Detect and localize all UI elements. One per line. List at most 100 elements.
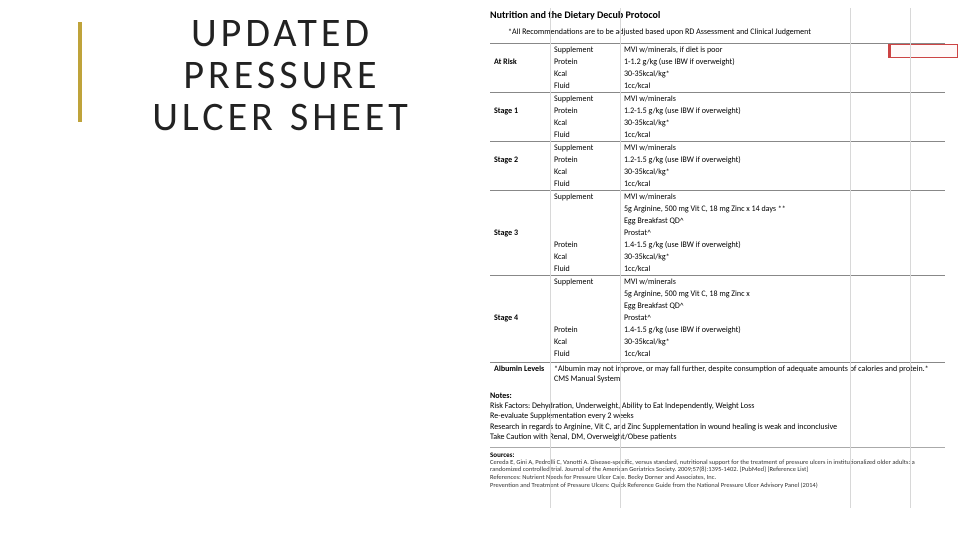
protocol-header: Nutrition and the Dietary Decub Protocol bbox=[490, 8, 945, 21]
albumin-text: *Albumin may not improve, or may fall fu… bbox=[550, 363, 945, 386]
stage-label bbox=[490, 44, 550, 57]
param-label: Supplement bbox=[550, 93, 620, 106]
param-label bbox=[550, 312, 620, 324]
stage-label bbox=[490, 215, 550, 227]
title-line-2: PRESSURE bbox=[92, 54, 472, 96]
param-value: 30-35kcal/kg* bbox=[620, 251, 945, 263]
param-value: 1.2-1.5 g/kg (use IBW if overweight) bbox=[620, 154, 945, 166]
param-label bbox=[550, 203, 620, 215]
param-value: 30-35kcal/kg* bbox=[620, 336, 945, 348]
param-label: Kcal bbox=[550, 251, 620, 263]
param-value: MVI w/minerals bbox=[620, 191, 945, 204]
param-value: MVI w/minerals bbox=[620, 276, 945, 289]
note-line: Re-evaluate Supplementation every 2 week… bbox=[490, 411, 945, 421]
stage-label: Stage 2 bbox=[490, 154, 550, 166]
stage-label bbox=[490, 191, 550, 204]
param-label: Fluid bbox=[550, 263, 620, 276]
param-label: Kcal bbox=[550, 117, 620, 129]
stage-label: Stage 1 bbox=[490, 105, 550, 117]
source-line: Cereda E, Gini A, Pedrolli C, Vanotti A.… bbox=[490, 459, 945, 475]
param-value: 1cc/kcal bbox=[620, 263, 945, 276]
sources-block: Cereda E, Gini A, Pedrolli C, Vanotti A.… bbox=[490, 459, 945, 490]
stage-label bbox=[490, 166, 550, 178]
title-line-1: UPDATED bbox=[92, 12, 472, 54]
stage-label: Stage 3 bbox=[490, 227, 550, 239]
param-label: Protein bbox=[550, 239, 620, 251]
sources-header: Sources: bbox=[490, 447, 945, 459]
param-label: Supplement bbox=[550, 142, 620, 155]
stage-table: SupplementMVI w/minerals, if diet is poo… bbox=[490, 43, 945, 360]
stage-label bbox=[490, 80, 550, 93]
slide-title: UPDATED PRESSURE ULCER SHEET bbox=[92, 12, 472, 138]
param-label bbox=[550, 227, 620, 239]
param-label: Supplement bbox=[550, 191, 620, 204]
param-label: Supplement bbox=[550, 276, 620, 289]
stage-label bbox=[490, 117, 550, 129]
stage-label bbox=[490, 178, 550, 191]
stage-label bbox=[490, 203, 550, 215]
stage-label bbox=[490, 239, 550, 251]
param-value: 5g Arginine, 500 mg Vit C, 18 mg Zinc x … bbox=[620, 203, 945, 215]
protocol-disclaimer: *All Recommendations are to be adjusted … bbox=[508, 27, 945, 37]
param-label: Fluid bbox=[550, 129, 620, 142]
param-value: 1.4-1.5 g/kg (use IBW if overweight) bbox=[620, 239, 945, 251]
param-label: Fluid bbox=[550, 80, 620, 93]
param-value: 1cc/kcal bbox=[620, 80, 945, 93]
param-value: Prostat^ bbox=[620, 227, 945, 239]
title-line-3: ULCER SHEET bbox=[92, 96, 472, 138]
param-value: Egg Breakfast QD^ bbox=[620, 300, 945, 312]
stage-label: Stage 4 bbox=[490, 312, 550, 324]
param-value: 30-35kcal/kg* bbox=[620, 68, 945, 80]
stage-label bbox=[490, 251, 550, 263]
param-value: Egg Breakfast QD^ bbox=[620, 215, 945, 227]
param-label: Supplement bbox=[550, 44, 620, 57]
param-value: 1cc/kcal bbox=[620, 129, 945, 142]
stage-label bbox=[490, 288, 550, 300]
notes-block: Risk Factors: Dehydration, Underweight, … bbox=[490, 401, 945, 443]
albumin-row: Albumin Levels *Albumin may not improve,… bbox=[490, 362, 945, 385]
param-label bbox=[550, 288, 620, 300]
stage-label bbox=[490, 129, 550, 142]
stage-label bbox=[490, 348, 550, 360]
stage-label bbox=[490, 263, 550, 276]
param-label: Fluid bbox=[550, 348, 620, 360]
note-line: Take Caution with Renal, DM, Overweight/… bbox=[490, 432, 945, 442]
stage-label bbox=[490, 68, 550, 80]
param-value: 5g Arginine, 500 mg Vit C, 18 mg Zinc x bbox=[620, 288, 945, 300]
param-value: 1.2-1.5 g/kg (use IBW if overweight) bbox=[620, 105, 945, 117]
param-value: 1.4-1.5 g/kg (use IBW if overweight) bbox=[620, 324, 945, 336]
note-line: Risk Factors: Dehydration, Underweight, … bbox=[490, 401, 945, 411]
param-label: Protein bbox=[550, 56, 620, 68]
stage-label bbox=[490, 142, 550, 155]
param-label: Protein bbox=[550, 105, 620, 117]
param-value: MVI w/minerals bbox=[620, 142, 945, 155]
param-value: 1-1.2 g/kg (use IBW if overweight) bbox=[620, 56, 945, 68]
param-value: 1cc/kcal bbox=[620, 348, 945, 360]
note-line: Research in regards to Arginine, Vit C, … bbox=[490, 422, 945, 432]
param-label: Fluid bbox=[550, 178, 620, 191]
param-value: 30-35kcal/kg* bbox=[620, 166, 945, 178]
stage-label bbox=[490, 336, 550, 348]
param-label bbox=[550, 215, 620, 227]
param-label: Kcal bbox=[550, 336, 620, 348]
param-label bbox=[550, 300, 620, 312]
accent-bar bbox=[78, 22, 82, 122]
param-value: MVI w/minerals bbox=[620, 93, 945, 106]
param-value: 1cc/kcal bbox=[620, 178, 945, 191]
protocol-panel: Nutrition and the Dietary Decub Protocol… bbox=[490, 8, 945, 490]
stage-label: At Risk bbox=[490, 56, 550, 68]
param-value: MVI w/minerals, if diet is poor bbox=[620, 44, 945, 57]
slide: UPDATED PRESSURE ULCER SHEET Nutrition a… bbox=[0, 0, 960, 540]
albumin-label: Albumin Levels bbox=[490, 363, 550, 386]
stage-label bbox=[490, 324, 550, 336]
source-line: Prevention and Treatment of Pressure Ulc… bbox=[490, 482, 945, 490]
stage-label bbox=[490, 93, 550, 106]
param-label: Kcal bbox=[550, 166, 620, 178]
param-value: 30-35kcal/kg* bbox=[620, 117, 945, 129]
param-label: Protein bbox=[550, 324, 620, 336]
stage-label bbox=[490, 300, 550, 312]
notes-header: Notes: bbox=[490, 391, 945, 401]
param-label: Protein bbox=[550, 154, 620, 166]
param-value: Prostat^ bbox=[620, 312, 945, 324]
stage-label bbox=[490, 276, 550, 289]
